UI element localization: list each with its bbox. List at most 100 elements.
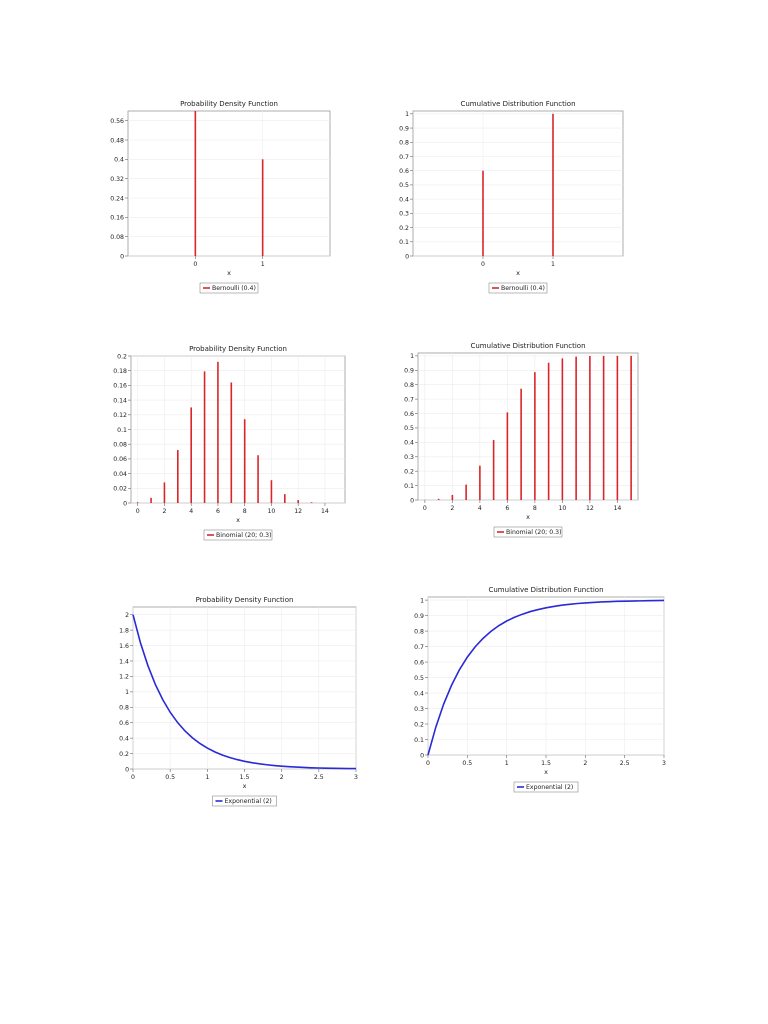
legend-label: Bernoulli (0.4)	[212, 285, 256, 292]
y-tick-label: 0.8	[119, 705, 129, 712]
legend-box	[493, 526, 563, 538]
y-tick-label: 1.8	[119, 627, 129, 634]
chart-title: Cumulative Distribution Function	[470, 342, 585, 350]
x-axis-label: x	[227, 269, 231, 277]
y-tick-label: 0.1	[399, 239, 409, 246]
y-tick-label: 0.04	[113, 471, 127, 478]
y-tick-label: 0.9	[399, 125, 409, 132]
x-tick-label: 1.5	[541, 760, 551, 767]
y-tick-label: 0.2	[117, 353, 127, 360]
x-tick-label: 12	[586, 505, 594, 512]
legend: Bernoulli (0.4)	[488, 282, 548, 294]
chart-title: Probability Density Function	[180, 100, 278, 108]
x-tick-label: 0	[481, 261, 485, 268]
y-tick-label: 1.6	[119, 643, 129, 650]
x-tick-label: 2	[450, 505, 454, 512]
x-tick-label: 12	[294, 508, 302, 515]
plot-area	[417, 352, 639, 501]
series-line	[427, 599, 665, 756]
x-tick-label: 8	[243, 508, 247, 515]
y-tick-label: 0.4	[414, 690, 424, 697]
x-tick-label: 6	[216, 508, 220, 515]
y-tick-label: 0.14	[113, 397, 127, 404]
chart-2: Cumulative Distribution Function 0 0.1 0.2 0…	[399, 100, 624, 294]
x-tick-label: 6	[505, 505, 509, 512]
chart-title: Cumulative Distribution Function	[488, 586, 603, 594]
x-axis-label: x	[516, 269, 520, 277]
y-tick-label: 0	[120, 253, 124, 260]
y-tick-label: 0.7	[414, 644, 424, 651]
x-tick-label: 2	[162, 508, 166, 515]
legend-box	[513, 781, 579, 793]
x-tick-label: 3	[662, 760, 666, 767]
legend-box	[199, 282, 259, 294]
y-tick-label: 0.6	[404, 411, 414, 418]
y-tick-label: 0.6	[414, 659, 424, 666]
y-tick-label: 0.32	[110, 176, 124, 183]
chart-title: Cumulative Distribution Function	[460, 100, 575, 108]
y-tick-label: 0.2	[414, 721, 424, 728]
y-tick-label: 1.2	[119, 674, 129, 681]
legend-box	[212, 795, 277, 807]
y-tick-label: 0.5	[414, 675, 424, 682]
y-tick-label: 1	[405, 111, 409, 118]
x-axis-label: x	[236, 516, 240, 524]
y-tick-label: 0.12	[113, 412, 127, 419]
y-tick-label: 0.56	[110, 118, 124, 125]
plot-area	[127, 110, 331, 257]
chart-6: Cumulative Distribution Function 0 0.1 0.2 0…	[414, 586, 666, 793]
x-tick-label: 0	[131, 774, 135, 781]
y-tick-label: 0	[410, 497, 414, 504]
legend-box	[488, 282, 548, 294]
y-tick-label: 0.1	[117, 427, 127, 434]
y-tick-label: 0.7	[399, 154, 409, 161]
y-tick-label: 0.4	[404, 440, 414, 447]
legend: Bernoulli (0.4)	[199, 282, 259, 294]
y-tick-label: 1	[410, 353, 414, 360]
y-tick-label: 0.5	[404, 425, 414, 432]
legend-box	[203, 529, 273, 541]
x-tick-label: 2.5	[314, 774, 324, 781]
x-tick-label: 0.5	[165, 774, 175, 781]
x-tick-label: 2	[280, 774, 284, 781]
y-tick-label: 0	[123, 500, 127, 507]
y-tick-label: 0	[420, 752, 424, 759]
x-tick-label: 14	[321, 508, 329, 515]
legend: Exponential (2)	[513, 781, 579, 793]
legend-label: Exponential (2)	[526, 784, 573, 791]
y-tick-label: 0.4	[119, 735, 129, 742]
y-tick-label: 0.16	[110, 215, 124, 222]
y-tick-label: 0.7	[404, 396, 414, 403]
y-tick-label: 0.08	[113, 442, 127, 449]
legend-label: Binomial (20; 0.3)	[506, 529, 562, 536]
x-tick-label: 1	[551, 261, 555, 268]
x-axis-label: x	[544, 768, 548, 776]
series-line	[132, 614, 357, 770]
x-tick-label: 1	[261, 261, 265, 268]
y-tick-label: 0.02	[113, 486, 127, 493]
x-tick-label: 10	[558, 505, 566, 512]
y-tick-label: 0.4	[114, 157, 124, 164]
legend: Binomial (20; 0.3)	[203, 529, 273, 541]
x-tick-label: 1.5	[240, 774, 250, 781]
chart-4: Cumulative Distribution Function 0 0.1 0.2 0…	[404, 342, 639, 538]
x-tick-label: 0	[193, 261, 197, 268]
y-tick-label: 0	[125, 766, 129, 773]
y-tick-label: 0.2	[119, 751, 129, 758]
x-tick-label: 2.5	[620, 760, 630, 767]
y-tick-label: 0.5	[399, 182, 409, 189]
x-tick-label: 3	[354, 774, 358, 781]
legend-label: Bernoulli (0.4)	[501, 285, 545, 292]
y-tick-label: 0.6	[399, 168, 409, 175]
legend-label: Exponential (2)	[225, 798, 272, 805]
y-tick-label: 0.8	[404, 382, 414, 389]
y-tick-label: 0.1	[404, 483, 414, 490]
chart-1: Probability Density Function 0 0.08 0.16 0.2…	[110, 100, 331, 294]
y-tick-label: 0.16	[113, 383, 127, 390]
x-tick-label: 0	[423, 505, 427, 512]
legend-label: Binomial (20; 0.3)	[216, 532, 272, 539]
y-tick-label: 0.48	[110, 137, 124, 144]
y-tick-label: 0.3	[404, 454, 414, 461]
legend: Exponential (2)	[212, 795, 277, 807]
